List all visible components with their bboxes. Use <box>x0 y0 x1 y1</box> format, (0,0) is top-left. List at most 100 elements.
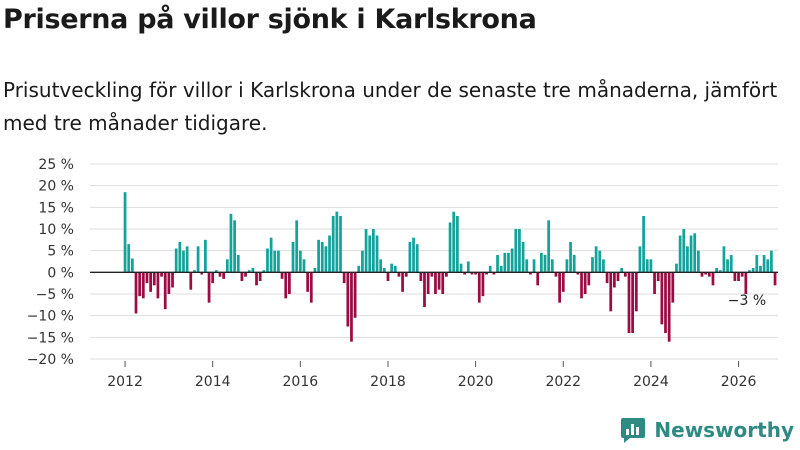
bar <box>711 272 715 286</box>
bar <box>693 233 697 273</box>
bar <box>364 229 368 273</box>
bar <box>678 235 682 273</box>
bar <box>390 263 393 273</box>
bar <box>320 242 324 273</box>
x-tick-label: 2014 <box>195 374 231 390</box>
bar <box>726 259 729 273</box>
y-tick-label: −10 % <box>27 309 74 325</box>
bar <box>204 239 207 273</box>
bar <box>576 272 580 275</box>
bar <box>298 250 302 273</box>
bar <box>160 272 163 277</box>
bar <box>638 246 642 273</box>
bar <box>174 248 178 273</box>
bar <box>317 239 320 273</box>
bar <box>375 235 379 273</box>
bar <box>214 270 218 273</box>
bar <box>262 270 266 273</box>
bar <box>616 272 620 281</box>
bar <box>583 272 587 294</box>
bar <box>496 255 499 273</box>
bar <box>459 263 463 273</box>
bar <box>634 272 638 312</box>
bar <box>627 272 631 333</box>
y-tick-label: 10 % <box>38 222 74 238</box>
bar <box>664 272 667 333</box>
bar <box>704 272 708 275</box>
bar <box>689 235 693 273</box>
bar <box>368 235 372 273</box>
bar <box>200 272 204 275</box>
bar <box>550 259 554 273</box>
bar <box>613 272 616 288</box>
bar <box>770 250 773 273</box>
bar <box>554 272 558 277</box>
bar <box>547 220 551 273</box>
x-tick-label: 2016 <box>283 374 319 390</box>
value-annotation: −3 % <box>728 293 766 309</box>
bar <box>404 272 408 277</box>
bar <box>167 272 171 294</box>
bar <box>514 229 518 273</box>
bar <box>675 263 678 273</box>
bar <box>269 237 273 273</box>
bar <box>499 265 503 273</box>
axes: 25 % 20 % 15 % 10 % 5 % 0 % −5 % −10 % −15 % −20 … <box>27 157 778 390</box>
bar <box>302 259 306 273</box>
chart-title: Priserna på villor sjönk i Karlskrona <box>3 4 537 35</box>
bar <box>488 265 492 273</box>
bar <box>441 272 445 294</box>
y-tick-label: −5 % <box>36 287 74 303</box>
bar <box>700 272 704 277</box>
bar <box>561 272 565 292</box>
bar <box>127 244 131 273</box>
bar <box>156 272 160 299</box>
bar <box>328 235 331 273</box>
bar <box>722 246 726 273</box>
bar <box>196 246 200 273</box>
x-tick-label: 2022 <box>545 374 581 390</box>
bar <box>233 220 236 273</box>
bar <box>193 270 196 273</box>
y-tick-label: −15 % <box>27 330 74 346</box>
x-tick-label: 2012 <box>107 374 143 390</box>
newsworthy-logo-icon <box>621 418 646 443</box>
bar <box>288 272 291 294</box>
bar <box>130 258 134 273</box>
bar <box>481 272 485 297</box>
bar <box>748 270 751 273</box>
bar <box>492 272 496 275</box>
bar <box>218 272 222 277</box>
bar <box>138 272 142 297</box>
bar <box>766 259 770 273</box>
bar <box>401 272 404 292</box>
bar <box>361 250 364 273</box>
bar <box>565 259 569 273</box>
bar <box>445 272 448 277</box>
bar <box>123 192 127 273</box>
bar <box>229 213 233 273</box>
y-tick-label: 25 % <box>38 157 74 173</box>
bar <box>331 216 335 273</box>
bar <box>372 229 375 273</box>
bar <box>660 272 664 325</box>
bar <box>379 259 383 273</box>
bar <box>642 216 645 273</box>
bar <box>737 272 740 281</box>
bar <box>419 272 423 281</box>
bar <box>426 272 430 294</box>
bar <box>335 211 339 273</box>
bar <box>182 250 185 273</box>
bar <box>755 255 759 273</box>
bar <box>452 211 456 273</box>
bar <box>437 272 441 290</box>
bar <box>258 272 262 281</box>
bar <box>620 268 624 273</box>
bar <box>448 222 452 273</box>
bar <box>353 272 357 318</box>
bar <box>342 272 346 284</box>
bar <box>598 250 602 273</box>
bar <box>463 272 467 275</box>
bar <box>503 252 507 273</box>
